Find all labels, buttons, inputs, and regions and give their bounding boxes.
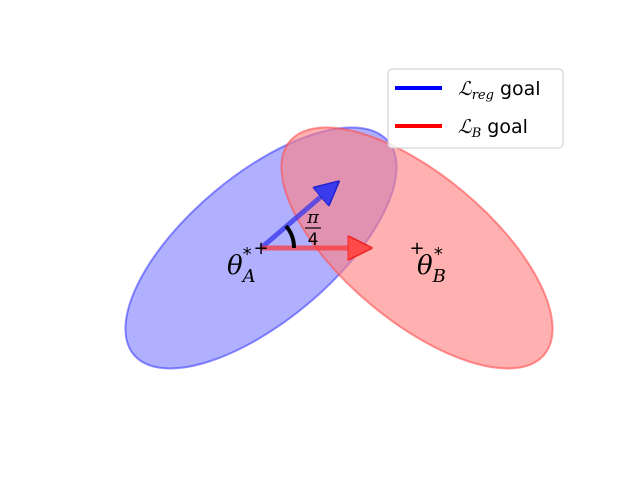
optimum-b-marker: +: [409, 238, 424, 259]
region-b-ellipse: [280, 126, 554, 370]
optimum-a-marker: +: [253, 238, 268, 259]
optimum-a-label: θA*: [227, 244, 256, 287]
legend: ℒreg goal ℒB goal: [387, 68, 564, 149]
angle-numerator: π: [306, 207, 320, 228]
angle-denominator: 4: [308, 230, 319, 250]
optimum-b-label: θB*: [417, 244, 446, 287]
arrow-a: [259, 189, 330, 250]
angle-arc: [284, 224, 297, 249]
legend-label-reg: ℒreg goal: [458, 78, 541, 103]
legend-label-b: ℒB goal: [458, 116, 528, 141]
